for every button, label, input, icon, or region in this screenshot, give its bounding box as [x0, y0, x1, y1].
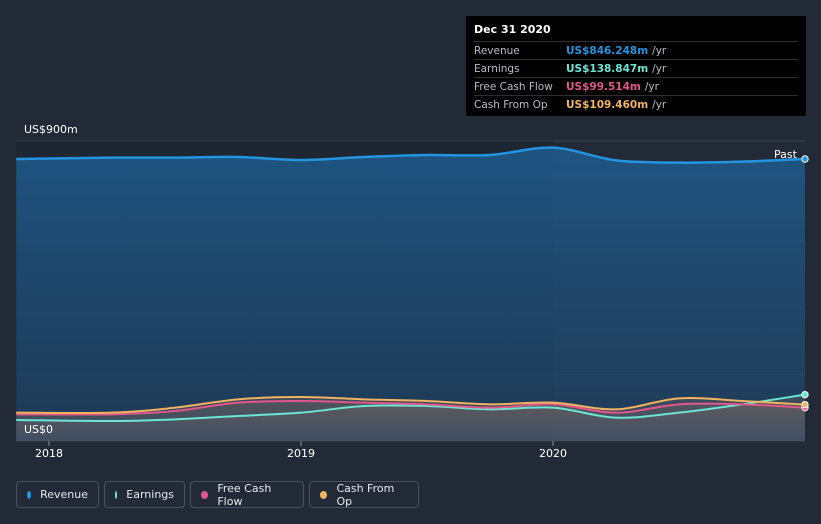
line-free-cash-flow	[16, 400, 806, 416]
tooltip-label: Revenue	[474, 44, 520, 57]
x-tick-label-2018: 2018	[35, 447, 63, 460]
endpoint-earnings	[801, 390, 809, 399]
tooltip-panel: Dec 31 2020 Revenue US$846.248m /yr Earn…	[466, 16, 806, 116]
tooltip-unit: /yr	[652, 44, 667, 57]
series-areas	[16, 147, 806, 441]
legend-dot-icon	[115, 490, 118, 499]
tooltip-row-cash-from-op: Cash From Op US$109.460m /yr	[474, 95, 798, 113]
legend-dot-icon	[27, 490, 32, 499]
endpoint-revenue	[801, 155, 809, 163]
legend-label: Cash From Op	[336, 481, 395, 508]
x-tick-label-2020: 2020	[539, 447, 567, 460]
tooltip-label: Free Cash Flow	[474, 80, 553, 93]
legend-item-revenue[interactable]: Revenue	[16, 481, 99, 508]
tooltip-unit: /yr	[652, 62, 667, 75]
tooltip-row-earnings: Earnings US$138.847m /yr	[474, 59, 798, 77]
tooltip-unit: /yr	[652, 98, 667, 111]
legend-item-free-cash-flow[interactable]: Free Cash Flow	[190, 481, 304, 508]
area-revenue	[16, 147, 806, 441]
endpoint-cash-from-op	[801, 400, 809, 409]
legend-dot-icon	[201, 490, 209, 499]
tooltip-value: US$109.460m	[566, 98, 649, 111]
legend-item-cash-from-op[interactable]: Cash From Op	[309, 481, 419, 508]
legend-label: Earnings	[126, 488, 174, 501]
tooltip-label: Cash From Op	[474, 98, 548, 111]
y-axis-max-label: US$900m	[24, 123, 78, 136]
tooltip-value: US$138.847m	[566, 62, 649, 75]
y-axis-min-label: US$0	[24, 423, 54, 436]
line-cash-from-op	[16, 396, 806, 415]
series-lines	[16, 146, 806, 423]
tooltip-label: Earnings	[474, 62, 520, 75]
series-endpoints	[801, 155, 809, 412]
legend-label: Free Cash Flow	[217, 481, 272, 508]
legend-label: Revenue	[40, 488, 88, 501]
line-earnings	[16, 393, 806, 423]
tooltip-row-revenue: Revenue US$846.248m /yr	[474, 41, 798, 59]
line-revenue	[16, 146, 806, 164]
legend-item-earnings[interactable]: Earnings	[104, 481, 185, 508]
tooltip-value: US$99.514m	[566, 80, 641, 93]
tooltip-row-free-cash-flow: Free Cash Flow US$99.514m /yr	[474, 77, 798, 95]
area-cash-from-op	[16, 397, 806, 441]
tooltip-value: US$846.248m	[566, 44, 649, 57]
legend-dot-icon	[320, 490, 328, 499]
past-label: Past	[774, 148, 797, 161]
tooltip-unit: /yr	[644, 80, 659, 93]
x-tick-label-2019: 2019	[287, 447, 315, 460]
tooltip-date: Dec 31 2020	[474, 23, 551, 36]
